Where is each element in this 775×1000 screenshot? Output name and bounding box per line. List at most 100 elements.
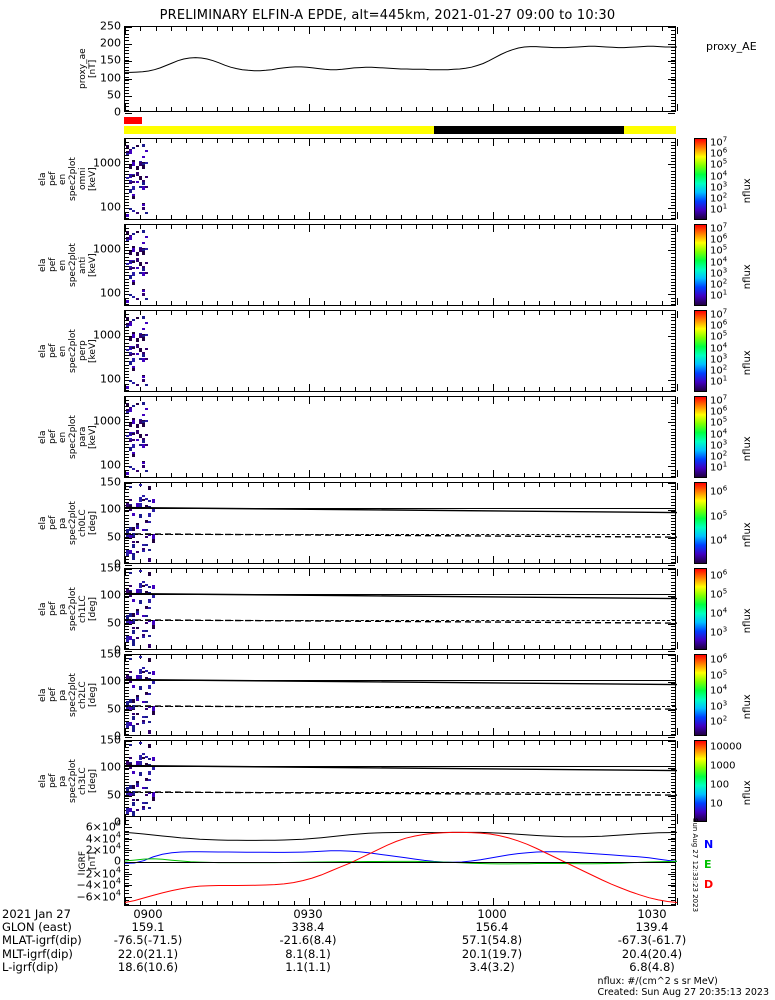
major-tick bbox=[125, 61, 132, 63]
minor-tick bbox=[671, 217, 675, 219]
spectrogram-pixel bbox=[135, 258, 139, 263]
major-tick bbox=[668, 510, 675, 512]
x-minor-tick bbox=[646, 817, 648, 821]
spectrogram-pixel bbox=[145, 802, 149, 805]
x-minor-tick bbox=[416, 139, 418, 143]
bottom-axis-value: 1000 bbox=[477, 907, 507, 921]
panel-pa_ch1LC bbox=[124, 568, 678, 652]
spectrogram-pixel bbox=[142, 585, 145, 588]
x-minor-tick bbox=[493, 139, 494, 143]
spectrogram-pixel bbox=[129, 486, 133, 489]
minor-tick bbox=[125, 205, 129, 207]
major-tick bbox=[125, 483, 132, 484]
x-minor-tick bbox=[355, 225, 356, 229]
x-minor-tick bbox=[385, 397, 387, 401]
minor-tick bbox=[125, 469, 129, 471]
x-minor-tick bbox=[217, 817, 218, 821]
minor-tick bbox=[671, 903, 675, 905]
minor-tick bbox=[671, 33, 675, 35]
spectrogram-pixel bbox=[129, 658, 133, 661]
x-minor-tick bbox=[155, 27, 157, 31]
x-major-tick bbox=[125, 728, 126, 735]
spectrogram-pixel bbox=[135, 525, 139, 528]
x-minor-tick bbox=[385, 569, 387, 573]
x-minor-tick bbox=[600, 215, 602, 219]
minor-tick bbox=[671, 539, 675, 541]
x-minor-tick bbox=[385, 387, 387, 391]
minor-tick bbox=[125, 275, 129, 277]
x-minor-tick bbox=[324, 139, 326, 143]
x-minor-tick bbox=[385, 139, 387, 143]
spectrogram-pixel bbox=[126, 786, 129, 791]
x-minor-tick bbox=[232, 387, 234, 391]
x-minor-tick bbox=[186, 559, 188, 563]
minor-tick bbox=[671, 591, 675, 593]
spectrogram-pixel bbox=[129, 294, 133, 297]
x-minor-tick bbox=[217, 901, 218, 905]
spectrogram-pixel bbox=[142, 292, 145, 296]
minor-tick bbox=[671, 323, 675, 325]
x-minor-tick bbox=[309, 473, 310, 477]
spectrogram-pixel bbox=[126, 402, 129, 406]
minor-tick bbox=[671, 889, 675, 891]
bottom-axis-value: 1030 bbox=[637, 907, 667, 921]
spectrogram-pixel bbox=[142, 358, 145, 363]
minor-tick bbox=[125, 584, 129, 586]
minor-tick bbox=[671, 367, 675, 369]
colorbar-tick-en_para-5: 102 bbox=[710, 449, 728, 463]
spectrogram-pixel bbox=[142, 543, 145, 546]
minor-tick bbox=[125, 46, 129, 48]
spectrogram-pixel bbox=[132, 541, 136, 544]
spectrogram-pixel bbox=[145, 763, 149, 766]
x-minor-tick bbox=[585, 901, 586, 905]
ytick-pa_ch3LC-2: 50 bbox=[107, 788, 121, 802]
minor-tick bbox=[671, 383, 675, 385]
minor-tick bbox=[671, 195, 675, 197]
x-minor-tick bbox=[278, 559, 280, 563]
x-minor-tick bbox=[585, 301, 586, 305]
minor-tick bbox=[125, 889, 129, 891]
x-minor-tick bbox=[631, 817, 632, 821]
major-tick bbox=[125, 682, 132, 684]
x-minor-tick bbox=[324, 311, 326, 315]
x-minor-tick bbox=[661, 645, 663, 649]
minor-tick bbox=[671, 721, 675, 723]
spectrogram-pixel bbox=[129, 174, 133, 177]
minor-tick bbox=[671, 50, 675, 52]
spectrogram-pixel bbox=[142, 353, 145, 357]
spectrogram-pixel bbox=[135, 212, 139, 215]
x-minor-tick bbox=[186, 655, 188, 659]
x-minor-tick bbox=[539, 397, 540, 401]
colorbar-tick-en_para-6: 101 bbox=[710, 460, 728, 474]
spectrogram-pixel bbox=[129, 439, 133, 442]
minor-tick bbox=[671, 584, 675, 586]
minor-tick bbox=[125, 524, 129, 525]
x-minor-tick bbox=[293, 731, 295, 735]
x-minor-tick bbox=[569, 387, 571, 391]
x-minor-tick bbox=[447, 731, 448, 735]
page-title: PRELIMINARY ELFIN-A EPDE, alt=445km, 202… bbox=[159, 8, 616, 23]
spectrogram-pixel bbox=[132, 438, 136, 441]
x-minor-tick bbox=[155, 225, 157, 229]
spectrogram-pixel bbox=[142, 186, 145, 191]
x-minor-tick bbox=[186, 397, 188, 401]
x-minor-tick bbox=[554, 139, 556, 143]
ytick-pa_ch0LC-3: 0 bbox=[114, 557, 121, 571]
minor-tick bbox=[671, 575, 675, 577]
minor-tick bbox=[125, 855, 129, 857]
x-minor-tick bbox=[232, 107, 234, 111]
x-minor-tick bbox=[263, 473, 264, 477]
minor-tick bbox=[671, 403, 675, 405]
minor-tick bbox=[671, 243, 675, 245]
right-label-proxy-ae: proxy_AE bbox=[706, 40, 757, 53]
minor-tick bbox=[125, 83, 129, 85]
minor-tick bbox=[671, 613, 675, 615]
x-minor-tick bbox=[569, 741, 571, 745]
minor-tick bbox=[671, 269, 675, 271]
spectrogram-pixel bbox=[132, 443, 136, 448]
x-minor-tick bbox=[431, 139, 433, 143]
loss-cone-curve bbox=[125, 592, 677, 624]
x-minor-tick bbox=[477, 139, 479, 143]
major-tick bbox=[668, 850, 675, 852]
x-minor-tick bbox=[462, 27, 464, 31]
